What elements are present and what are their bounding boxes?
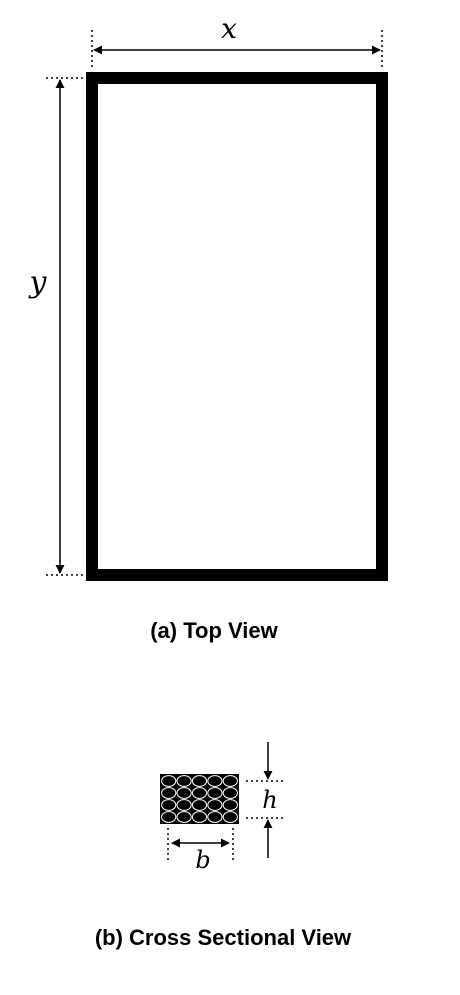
strand-grid: [161, 775, 238, 823]
b-dimension-label: b: [195, 846, 210, 874]
strand: [191, 787, 208, 799]
coil-outline: [86, 72, 388, 581]
h-dimension-label: h: [262, 786, 277, 814]
strand: [222, 787, 238, 799]
strand: [161, 787, 177, 799]
cross-section-caption: (b) Cross Sectional View: [95, 925, 352, 950]
strand: [176, 811, 192, 823]
strand: [191, 811, 208, 823]
top-view: x y (a) Top View: [28, 12, 388, 643]
cross-section-view: b h (b) Cross Sectional View: [95, 742, 352, 950]
strand: [176, 775, 192, 787]
strand: [191, 775, 208, 787]
strand: [207, 811, 223, 823]
strand: [222, 775, 238, 787]
strand: [207, 799, 223, 811]
strand: [191, 799, 208, 811]
strand: [176, 787, 192, 799]
strand: [207, 787, 223, 799]
y-dimension-label: y: [28, 265, 48, 300]
strand: [176, 799, 192, 811]
strand: [222, 799, 238, 811]
strand: [161, 811, 177, 823]
strand: [161, 775, 177, 787]
x-dimension-label: x: [221, 12, 237, 45]
strand: [222, 811, 238, 823]
strand: [207, 775, 223, 787]
strand: [161, 799, 177, 811]
top-view-caption: (a) Top View: [150, 618, 278, 643]
